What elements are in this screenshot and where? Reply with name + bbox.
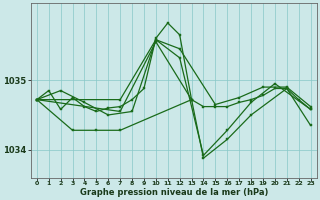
X-axis label: Graphe pression niveau de la mer (hPa): Graphe pression niveau de la mer (hPa) [80,188,268,197]
